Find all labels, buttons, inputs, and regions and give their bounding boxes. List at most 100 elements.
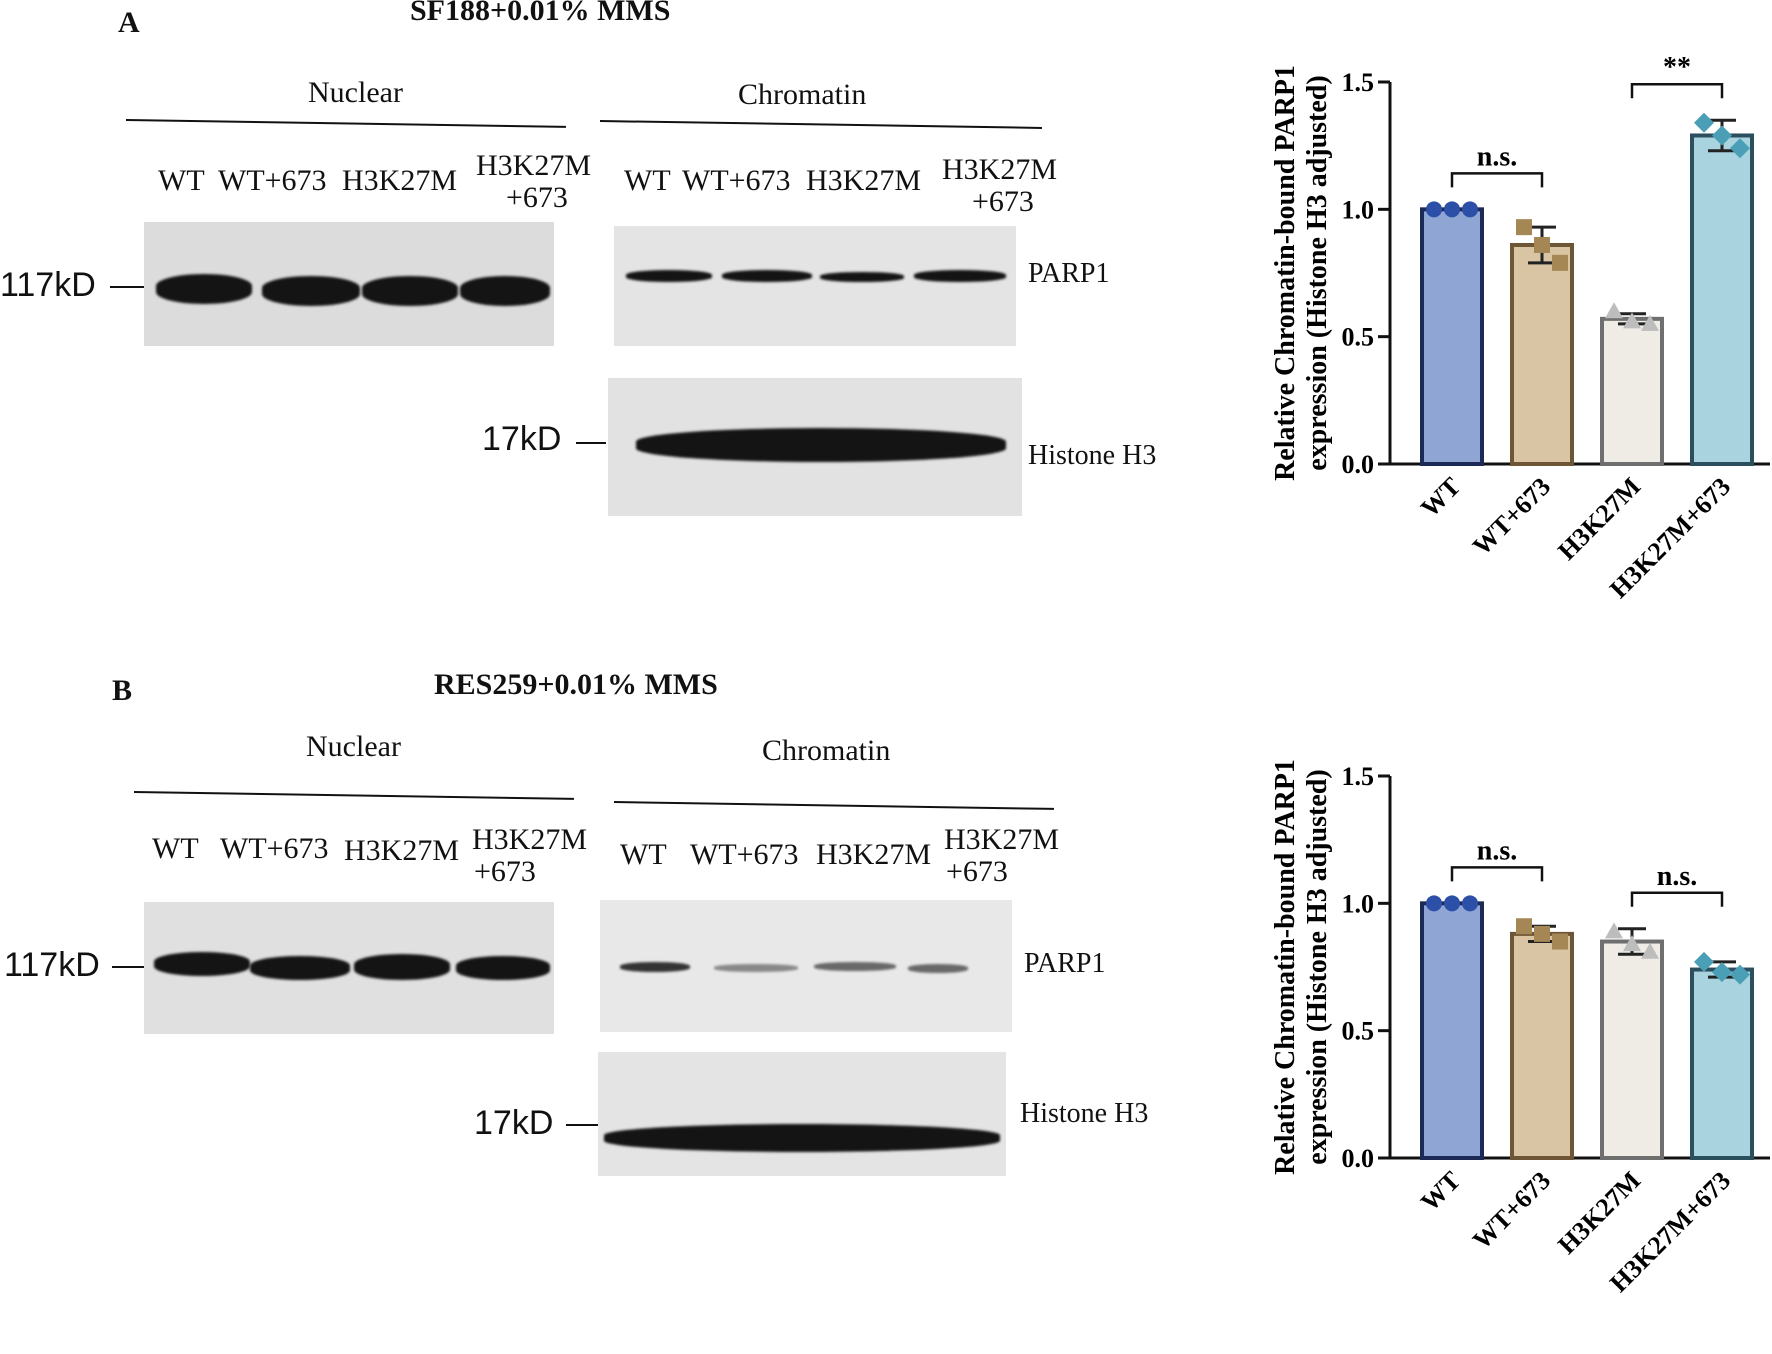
blot-band	[636, 428, 1006, 462]
blot-band	[722, 270, 812, 282]
data-point	[1552, 933, 1568, 950]
y-tick-label: 1.5	[1342, 68, 1375, 97]
data-point	[1516, 918, 1532, 935]
data-point	[1534, 925, 1550, 942]
data-point	[1516, 219, 1532, 236]
panel-a-h3-label: Histone H3	[1028, 440, 1157, 471]
significance-label: n.s.	[1477, 141, 1517, 172]
data-point	[1694, 112, 1714, 133]
bar	[1690, 133, 1754, 466]
panel-b-nuclear-line	[133, 791, 574, 800]
y-tick-label: 0.5	[1342, 323, 1375, 352]
panel-a-chromatin-lane-h3k27m: H3K27M	[806, 164, 922, 197]
blot-band	[814, 962, 896, 971]
panel-b-marker-17kd: 17kD	[474, 1104, 554, 1142]
panel-b-nuclear-label: Nuclear	[306, 730, 401, 763]
panel-b-marker-117kd: 117kD	[4, 946, 100, 984]
y-tick-label: 0.0	[1342, 450, 1375, 479]
panel-a-chromatin-label: Chromatin	[738, 78, 867, 111]
panel-a-marker-117kd-tick	[110, 286, 144, 288]
data-point	[1623, 935, 1641, 952]
panel-a-marker-17kd-tick	[576, 442, 606, 444]
panel-b-nuclear-lane-wt: WT	[152, 832, 199, 865]
bar	[1510, 242, 1574, 466]
panel-b-chromatin-lane-h3k27m: H3K27M	[816, 838, 932, 871]
panel-a-parp1-label: PARP1	[1028, 258, 1110, 289]
panel-b-histone-blot	[598, 1052, 1006, 1176]
y-tick-label: 1.5	[1342, 762, 1375, 791]
bar	[1420, 901, 1484, 1160]
panel-a-nuclear-blot	[144, 222, 554, 346]
x-tick-label: H3K27M	[1552, 472, 1646, 566]
panel-b-title: RES259+0.01% MMS	[434, 668, 718, 701]
significance-bracket	[1450, 172, 1544, 188]
data-point	[1444, 201, 1460, 218]
significance-label: n.s.	[1477, 835, 1517, 866]
panel-b-nuclear-lane-wt673: WT+673	[220, 832, 329, 865]
panel-b-chromatin-lane-wt: WT	[620, 838, 667, 871]
blot-band	[262, 276, 360, 306]
x-tick-label: H3K27M	[1552, 1166, 1646, 1260]
blot-band	[626, 270, 712, 282]
panel-a-nuclear-lane-wt673: WT+673	[218, 164, 327, 197]
blot-band	[820, 272, 904, 282]
panel-b-chromatin-label: Chromatin	[762, 734, 891, 767]
significance-bracket	[1630, 891, 1724, 907]
panel-a-nuclear-lane-h3k27m673: H3K27M +673	[476, 150, 591, 214]
panel-a-nuclear-line	[125, 119, 566, 128]
lane-line1: H3K27M	[472, 823, 588, 856]
lane-line1: H3K27M	[944, 823, 1060, 856]
significance-bracket	[1450, 866, 1544, 882]
lane-line2: +673	[474, 855, 536, 888]
data-point	[1552, 254, 1568, 271]
data-point	[1444, 895, 1460, 912]
x-tick-label: WT	[1415, 1166, 1466, 1217]
panel-b-marker-117kd-tick	[112, 966, 146, 968]
data-point	[1712, 962, 1732, 983]
blot-band	[604, 1124, 1000, 1152]
bar	[1600, 939, 1664, 1160]
y-tick-label: 0.5	[1342, 1017, 1375, 1046]
y-axis-label-line2: expression (Histone H3 adjusted)	[1302, 769, 1333, 1164]
panel-a-chromatin-line	[599, 120, 1042, 129]
y-tick-label: 0.0	[1342, 1144, 1375, 1173]
lane-line2: +673	[506, 181, 568, 214]
panel-a-chromatin-parp1-blot	[614, 226, 1016, 346]
panel-a-chromatin-lane-h3k27m673: H3K27M +673	[942, 154, 1057, 218]
y-axis-label: Relative Chromatin-bound PARP1	[1270, 759, 1301, 1175]
panel-a-histone-blot	[608, 378, 1022, 516]
panel-b-letter: B	[112, 674, 133, 707]
data-point	[1623, 312, 1641, 329]
y-axis-label-line2: expression (Histone H3 adjusted)	[1302, 75, 1333, 470]
lane-line2: +673	[946, 855, 1008, 888]
panel-b-nuclear-blot	[144, 902, 554, 1034]
panel-b-bar-chart: Relative Chromatin-bound PARP1 expression…	[1270, 759, 1770, 1298]
panel-b-chromatin-line	[613, 801, 1054, 810]
data-point	[1694, 951, 1714, 972]
blot-band	[620, 962, 690, 972]
panel-a-nuclear-lane-wt: WT	[158, 164, 205, 197]
panel-b-nuclear-lane-h3k27m: H3K27M	[344, 834, 460, 867]
panel-b-h3-label: Histone H3	[1020, 1098, 1149, 1129]
panel-b-chromatin-lane-h3k27m673: H3K27M +673	[944, 824, 1059, 888]
significance-bracket	[1630, 82, 1724, 99]
lane-line2: +673	[972, 185, 1034, 218]
blot-band	[456, 956, 550, 980]
panel-b-nuclear-lane-h3k27m673: H3K27M +673	[472, 824, 587, 888]
blot-band	[714, 964, 798, 972]
lane-line1: H3K27M	[476, 149, 592, 182]
data-point	[1641, 314, 1659, 331]
lane-line1: H3K27M	[942, 153, 1058, 186]
y-axis-label: Relative Chromatin-bound PARP1	[1270, 65, 1301, 481]
significance-label: n.s.	[1657, 861, 1697, 892]
y-tick-label: 1.0	[1342, 889, 1375, 918]
panel-a-bar-chart: Relative Chromatin-bound PARP1 expression…	[1270, 52, 1770, 604]
data-point	[1641, 942, 1659, 959]
bar	[1510, 931, 1574, 1160]
blot-band	[914, 270, 1006, 282]
data-point	[1462, 201, 1478, 218]
blot-band	[362, 276, 458, 306]
blot-band	[156, 274, 252, 304]
panel-a-chromatin-lane-wt673: WT+673	[682, 164, 791, 197]
blot-band	[354, 954, 450, 980]
